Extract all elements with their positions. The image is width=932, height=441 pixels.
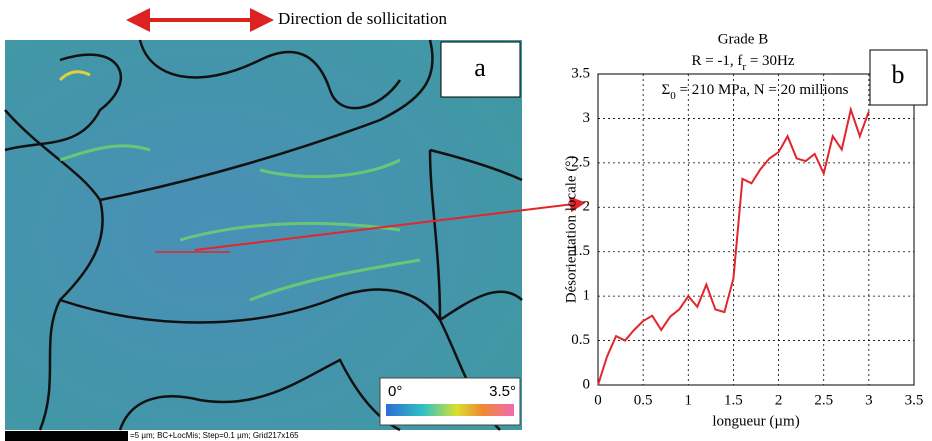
x-tick-label: 0.5 [634, 392, 653, 408]
y-tick-label: 2.5 [571, 154, 590, 170]
scale-text: =5 µm; BC+LocMis; Step=0.1 µm; Grid217x1… [130, 431, 299, 440]
y-tick-label: 3.5 [571, 65, 590, 81]
y-tick-label: 3 [583, 110, 591, 126]
x-tick-label: 2.5 [814, 392, 833, 408]
subtitle-part: r [742, 61, 746, 73]
x-tick-label: 3 [865, 392, 873, 408]
data-line [597, 105, 870, 386]
chart-subtitle: Σ0 = 210 MPa, N = 20 millions [662, 82, 849, 101]
x-tick-label: 2 [775, 392, 783, 408]
colorbar-max: 3.5° [489, 383, 516, 400]
plot-frame [597, 73, 915, 386]
y-tick-label: 0.5 [571, 332, 590, 348]
y-tick-label: 0 [583, 376, 591, 392]
subtitle-part: Σ [662, 82, 671, 98]
y-tick-label: 1.5 [571, 243, 590, 259]
chart-subtitle: R = -1, fr = 30Hz [691, 53, 794, 72]
x-tick-label: 3.5 [905, 392, 924, 408]
x-axis-label: longueur (µm) [712, 413, 799, 429]
direction-label: Direction de sollicitation [278, 9, 448, 28]
y-axis-label: Désorientation locale (°) [563, 156, 579, 304]
subtitle-part: 0 [670, 90, 676, 102]
chart-title: Grade B [718, 31, 768, 47]
subtitle-part: = 30Hz [746, 53, 795, 69]
x-tick-label: 1 [685, 392, 693, 408]
panel-label: a [474, 53, 486, 82]
colorbar-min: 0° [388, 383, 402, 400]
x-tick-label: 1.5 [724, 392, 743, 408]
y-tick-label: 1 [583, 288, 591, 304]
x-tick-label: 0 [594, 392, 602, 408]
micrograph: 0° 3.5° a [4, 39, 523, 432]
subtitle-part: = 210 MPa, N = 20 millions [676, 82, 849, 98]
subtitle-part: R = -1, f [691, 53, 742, 69]
panel-label: b [892, 60, 905, 89]
y-tick-label: 2 [583, 199, 591, 215]
